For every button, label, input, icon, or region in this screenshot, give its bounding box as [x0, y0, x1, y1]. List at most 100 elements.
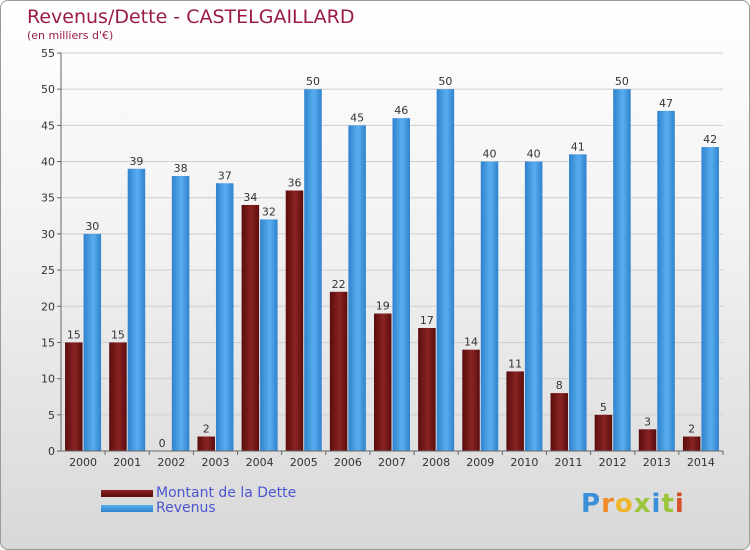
debt-value-label: 11: [508, 357, 522, 370]
revenue-bar: [524, 161, 543, 451]
y-tick-label: 5: [48, 409, 55, 422]
logo-letter: i: [674, 489, 685, 519]
revenue-value-label: 45: [350, 111, 364, 124]
x-tick-label: 2009: [466, 456, 494, 469]
debt-value-label: 34: [243, 191, 257, 204]
proxiti-logo: Proxiti: [581, 489, 685, 519]
x-tick-label: 2000: [69, 456, 97, 469]
x-tick-label: 2010: [510, 456, 538, 469]
legend-label-revenue: Revenus: [156, 500, 216, 516]
x-tick-label: 2011: [555, 456, 583, 469]
revenue-bar: [171, 176, 190, 451]
debt-value-label: 5: [600, 401, 607, 414]
revenue-value-label: 40: [527, 148, 541, 161]
y-tick-label: 0: [48, 445, 55, 458]
debt-bar: [550, 393, 569, 451]
revenue-value-label: 41: [571, 140, 585, 153]
y-tick-label: 20: [41, 300, 55, 313]
revenue-value-label: 32: [262, 205, 276, 218]
revenue-bar: [83, 233, 102, 451]
revenue-bar: [215, 183, 234, 451]
debt-value-label: 17: [420, 314, 434, 327]
chart-subtitle: (en milliers d'€): [27, 29, 114, 42]
x-tick-label: 2008: [422, 456, 450, 469]
debt-bar: [197, 436, 215, 451]
debt-bar: [374, 313, 392, 451]
debt-value-label: 2: [688, 423, 695, 436]
revenue-bar: [613, 89, 631, 451]
debt-bar: [682, 436, 701, 451]
debt-value-label: 2: [203, 423, 210, 436]
x-tick-label: 2013: [643, 456, 671, 469]
y-tick-label: 30: [41, 228, 55, 241]
y-tick-label: 25: [41, 264, 55, 277]
debt-bar: [285, 190, 304, 451]
x-tick-label: 2012: [599, 456, 627, 469]
revenue-bar: [127, 168, 146, 452]
revenue-bar: [348, 125, 366, 451]
logo-letter: t: [661, 489, 675, 519]
x-tick-label: 2001: [113, 456, 141, 469]
x-tick-label: 2004: [246, 456, 274, 469]
debt-bar: [329, 291, 348, 451]
x-tick-label: 2006: [334, 456, 362, 469]
logo-letter: o: [614, 489, 634, 519]
revenue-value-label: 50: [615, 75, 629, 88]
y-tick-label: 45: [41, 119, 55, 132]
debt-value-label: 19: [376, 300, 390, 313]
logo-letter: r: [601, 489, 615, 519]
y-tick-label: 55: [41, 47, 55, 60]
logo-letter: x: [633, 489, 652, 519]
debt-value-label: 3: [644, 415, 651, 428]
revenue-value-label: 38: [174, 162, 188, 175]
revenue-value-label: 50: [438, 75, 452, 88]
y-tick-label: 10: [41, 373, 55, 386]
revenue-bar: [657, 110, 675, 452]
x-tick-label: 2003: [201, 456, 229, 469]
debt-bar: [462, 349, 480, 451]
x-tick-label: 2007: [378, 456, 406, 469]
chart-title: Revenus/Dette - CASTELGAILLARD: [27, 6, 355, 28]
logo-letter: P: [581, 489, 602, 519]
x-tick-label: 2014: [687, 456, 715, 469]
logo-letter: i: [651, 489, 662, 519]
revenue-value-label: 42: [703, 133, 717, 146]
legend-swatch-revenue: [101, 505, 153, 512]
y-tick-label: 15: [41, 336, 55, 349]
revenue-value-label: 30: [85, 220, 99, 233]
debt-value-label: 15: [111, 328, 125, 341]
debt-value-label: 14: [464, 336, 478, 349]
legend-label-debt: Montant de la Dette: [156, 485, 297, 501]
x-tick-label: 2005: [290, 456, 318, 469]
revenue-bar: [392, 118, 410, 452]
debt-value-label: 36: [287, 176, 301, 189]
revenue-value-label: 39: [129, 155, 143, 168]
revenue-bar: [260, 219, 278, 451]
revenue-bar: [701, 147, 719, 451]
y-tick-label: 50: [41, 83, 55, 96]
debt-value-label: 0: [159, 437, 166, 450]
y-tick-label: 35: [41, 192, 55, 205]
revenue-bar: [480, 161, 499, 451]
debt-bar: [65, 342, 83, 451]
revenue-value-label: 40: [483, 148, 497, 161]
debt-bar: [638, 429, 657, 451]
revenue-value-label: 37: [218, 169, 232, 182]
revenue-value-label: 50: [306, 75, 320, 88]
revenue-bar: [436, 89, 455, 451]
debt-bar: [594, 414, 613, 451]
debt-value-label: 8: [556, 379, 563, 392]
debt-bar: [109, 342, 127, 451]
revenue-bar: [569, 154, 587, 452]
debt-bar: [506, 371, 524, 451]
debt-bar: [241, 204, 260, 451]
legend-swatch-debt: [101, 490, 153, 497]
debt-value-label: 15: [67, 328, 81, 341]
debt-value-label: 22: [332, 278, 346, 291]
y-tick-label: 40: [41, 156, 55, 169]
revenue-bar: [304, 89, 322, 451]
debt-bar: [418, 327, 436, 451]
revenue-value-label: 47: [659, 97, 673, 110]
